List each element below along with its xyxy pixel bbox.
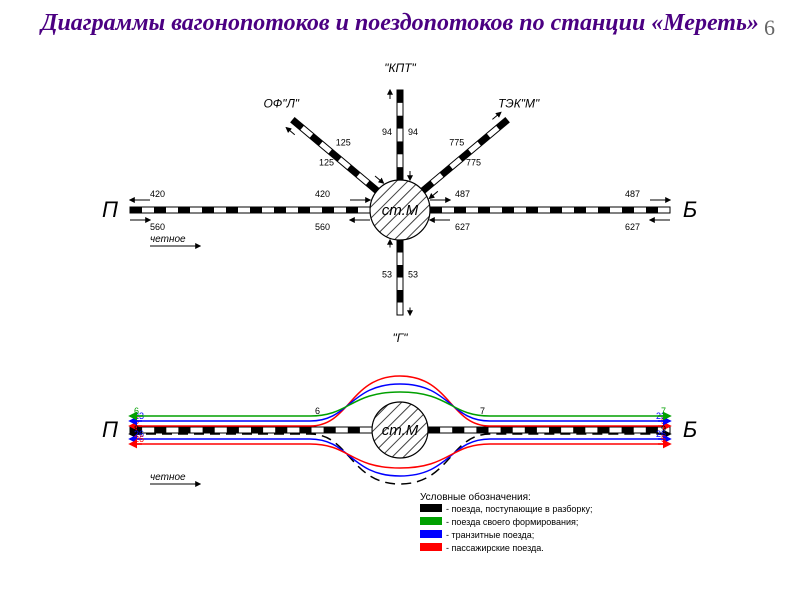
svg-text:ОФ"Л": ОФ"Л" — [263, 96, 299, 110]
svg-text:487: 487 — [455, 189, 470, 199]
svg-text:Условные обозначения:: Условные обозначения: — [420, 491, 531, 503]
svg-text:26: 26 — [134, 434, 144, 444]
svg-text:125: 125 — [319, 157, 334, 167]
svg-text:- поезда своего формирования;: - поезда своего формирования; — [446, 517, 578, 527]
svg-text:560: 560 — [150, 222, 165, 232]
svg-text:ст.М: ст.М — [382, 422, 419, 439]
svg-text:94: 94 — [382, 127, 392, 137]
svg-text:- пассажирские поезда.: - пассажирские поезда. — [446, 543, 544, 553]
svg-text:Б: Б — [683, 197, 697, 222]
svg-text:Б: Б — [683, 417, 697, 442]
svg-text:125: 125 — [336, 137, 351, 147]
svg-text:775: 775 — [449, 137, 464, 147]
svg-text:5: 5 — [661, 434, 666, 444]
svg-text:6: 6 — [134, 406, 139, 416]
page-title: Диаграммы вагонопотоков и поездопотоков … — [0, 10, 800, 37]
svg-text:420: 420 — [150, 189, 165, 199]
svg-text:94: 94 — [408, 127, 418, 137]
svg-text:- поезда, поступающие в разбор: - поезда, поступающие в разборку; — [446, 504, 592, 514]
svg-text:6: 6 — [315, 406, 320, 416]
svg-text:775: 775 — [466, 157, 481, 167]
svg-text:четное: четное — [150, 472, 186, 483]
svg-text:четное: четное — [150, 234, 186, 245]
svg-text:"КПТ": "КПТ" — [384, 61, 416, 75]
svg-text:"Г": "Г" — [392, 331, 408, 345]
svg-text:ст.М: ст.М — [382, 202, 419, 219]
svg-text:53: 53 — [382, 270, 392, 280]
svg-text:560: 560 — [315, 222, 330, 232]
svg-text:П: П — [102, 197, 118, 222]
svg-text:- транзитные поезда;: - транзитные поезда; — [446, 530, 534, 540]
svg-text:7: 7 — [480, 406, 485, 416]
svg-text:53: 53 — [408, 270, 418, 280]
svg-text:627: 627 — [625, 222, 640, 232]
page-number: 6 — [764, 15, 775, 41]
svg-text:627: 627 — [455, 222, 470, 232]
svg-text:ТЭК"М": ТЭК"М" — [498, 96, 540, 110]
diagram-canvas: ст.М 420 560 420 560 487 627 487 627 П Бчетное 1251… — [0, 0, 800, 600]
svg-text:7: 7 — [661, 406, 666, 416]
svg-text:487: 487 — [625, 189, 640, 199]
svg-text:П: П — [102, 417, 118, 442]
svg-text:420: 420 — [315, 189, 330, 199]
